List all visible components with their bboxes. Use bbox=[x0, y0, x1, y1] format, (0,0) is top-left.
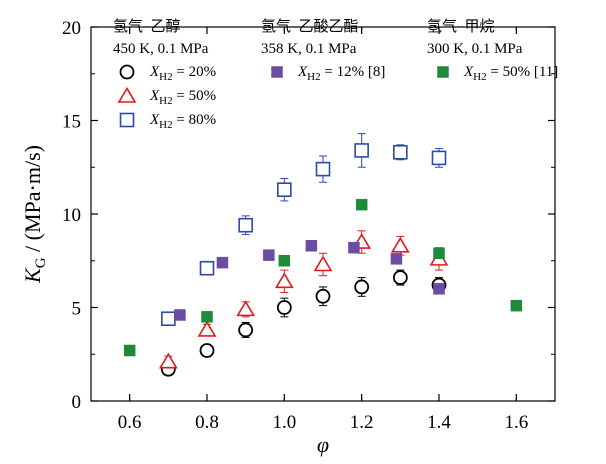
ethanol-80-point bbox=[354, 143, 369, 158]
plot-frame bbox=[90, 26, 556, 402]
ethyl-acetate-12-point bbox=[263, 249, 275, 261]
ethanol-20-point bbox=[276, 300, 292, 315]
y-tick-label: 15 bbox=[62, 112, 81, 133]
ethanol-80-point bbox=[161, 311, 176, 327]
ethanol-20-point bbox=[392, 270, 408, 285]
ethyl-acetate-12-point bbox=[305, 240, 318, 252]
methane-50-point bbox=[123, 344, 136, 357]
x-axis-label: φ bbox=[317, 432, 329, 457]
legend-label-ethyl-acetate-12: XH2 = 12% [8] bbox=[297, 64, 385, 83]
x-tick-label: 1.4 bbox=[427, 412, 451, 433]
methane-50-point bbox=[355, 198, 368, 211]
x-tick-label: 1.2 bbox=[350, 412, 374, 433]
ethanol-20-point bbox=[315, 288, 331, 304]
axes: 0.6 0.8 1.0 1.2 1.4 1.6 0 5 10 15 20 φ KG / (MPa·m/s… bbox=[20, 18, 556, 457]
ethanol-50-point bbox=[274, 272, 294, 289]
legend-group-title-ethanol: 氢气–乙醇 bbox=[113, 17, 181, 35]
legend-marker-ethanol-20 bbox=[119, 64, 135, 80]
ethanol-20-point bbox=[199, 343, 215, 358]
legend-marker-methane-50 bbox=[437, 66, 449, 78]
legend-marker-ethyl-acetate-12 bbox=[271, 66, 283, 78]
ethyl-acetate-12-point bbox=[216, 256, 229, 269]
ethanol-20-point bbox=[354, 279, 370, 295]
legend: 氢气–乙醇 450 K, 0.1 MPa 氢气–乙酸乙酯 358 K, 0.1 … bbox=[113, 17, 558, 131]
ethanol-80-point bbox=[431, 150, 447, 166]
legend-marker-ethanol-50 bbox=[117, 86, 137, 103]
methane-50-point bbox=[510, 299, 523, 312]
legend-label-ethanol-80: XH2 = 80% bbox=[149, 112, 216, 131]
ethyl-acetate-12-point bbox=[348, 241, 360, 254]
ethanol-50-point bbox=[313, 255, 333, 272]
x-tick-label: 1.0 bbox=[272, 412, 296, 433]
ethyl-acetate-12-point bbox=[390, 253, 403, 265]
ethanol-80-point bbox=[199, 260, 215, 276]
ethanol-80-point bbox=[393, 144, 408, 160]
x-tick-label: 0.8 bbox=[195, 412, 219, 433]
ethyl-acetate-12-point bbox=[174, 309, 186, 321]
ethanol-50-point bbox=[197, 320, 217, 337]
legend-group-condition-methane: 300 K, 0.1 MPa bbox=[427, 41, 523, 57]
x-tick-label: 0.6 bbox=[118, 412, 142, 433]
y-tick-label: 10 bbox=[62, 205, 81, 226]
methane-50-point bbox=[433, 247, 445, 260]
data-marks bbox=[123, 133, 523, 377]
legend-label-methane-50: XH2 = 50% [11] bbox=[463, 64, 558, 83]
methane-50-point bbox=[278, 255, 291, 267]
y-tick-label: 20 bbox=[62, 18, 81, 39]
y-axis-label: KG / (MPa·m/s) bbox=[20, 145, 49, 284]
legend-group-condition-ethyl-acetate: 358 K, 0.1 MPa bbox=[261, 41, 357, 57]
legend-group-title-ethyl-acetate: 氢气–乙酸乙酯 bbox=[261, 17, 359, 35]
legend-marker-ethanol-80 bbox=[119, 112, 135, 128]
x-tick-label: 1.6 bbox=[504, 412, 528, 433]
methane-50-point bbox=[201, 311, 213, 323]
ethyl-acetate-12-point bbox=[433, 283, 445, 295]
ethanol-50-point bbox=[236, 300, 256, 317]
y-tick-label: 0 bbox=[72, 392, 82, 413]
ethanol-20-point bbox=[238, 322, 254, 338]
ethanol-80-point bbox=[315, 161, 331, 177]
legend-label-ethanol-50: XH2 = 50% bbox=[149, 88, 216, 107]
legend-group-title-methane: 氢气–甲烷 bbox=[427, 17, 495, 35]
ethanol-80-point bbox=[277, 182, 292, 197]
y-tick-label: 5 bbox=[72, 299, 82, 320]
ethanol-80-point bbox=[238, 217, 253, 233]
legend-label-ethanol-20: XH2 = 20% bbox=[149, 64, 216, 83]
ethanol-50-point bbox=[390, 236, 410, 253]
legend-group-condition-ethanol: 450 K, 0.1 MPa bbox=[113, 41, 209, 57]
ethanol-50-point bbox=[158, 352, 178, 369]
